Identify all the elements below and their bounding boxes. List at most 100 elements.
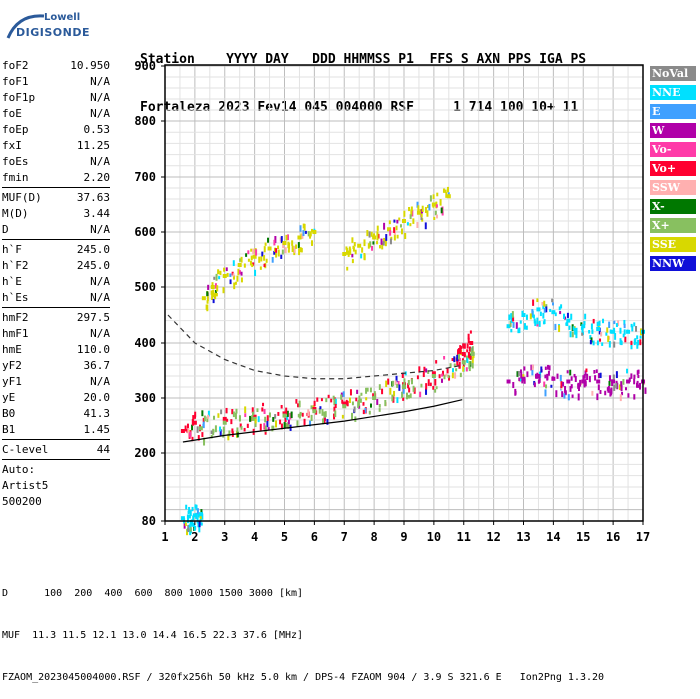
x-tick-label: 3 [221,530,228,544]
echo-point [611,379,616,384]
param-value: 0.53 [83,123,111,136]
echo-speck [458,353,461,360]
echo-speck [358,395,361,403]
echo-speck [214,283,217,289]
echo-speck [346,400,349,407]
echo-speck [549,308,552,312]
echo-speck [544,366,547,370]
echo-speck [364,407,367,414]
echo-speck [468,362,471,369]
echo-speck [445,192,448,198]
echo-speck [206,291,209,297]
echo-speck [340,394,343,400]
echo-speck [384,399,387,407]
param-value: 3.44 [83,207,111,220]
echo-speck [371,245,374,251]
echo-point [357,243,362,248]
param-name: foE [2,107,22,120]
echo-speck [442,370,445,376]
echo-speck [636,335,639,340]
echo-speck [401,391,404,398]
echo-speck [639,335,642,339]
echo-speck [468,346,471,352]
echo-speck [460,346,463,350]
param-divider [2,239,110,240]
y-tick-label: 600 [134,225,156,239]
x-tick-label: 11 [457,530,471,544]
echo-point [566,379,571,384]
legend-item: SSW [650,180,696,195]
echo-speck [324,411,327,417]
echo-speck [309,231,312,237]
echo-speck [307,231,310,237]
echo-speck [219,429,222,437]
echo-speck [444,189,447,193]
echo-speck [412,218,415,224]
echo-speck [459,372,462,378]
echo-speck [533,318,536,324]
echo-point [210,285,215,289]
echo-speck [600,331,603,337]
echo-speck [519,377,522,382]
echo-speck [584,313,587,320]
echo-speck [322,418,325,425]
echo-speck [311,228,314,233]
echo-point [282,413,287,418]
echo-speck [515,322,518,329]
echo-speck [545,306,548,313]
echo-point [431,371,436,376]
echo-speck [618,384,621,391]
echo-speck [531,364,534,371]
echo-speck [402,386,405,394]
echo-speck [214,425,217,433]
echo-speck [349,389,352,396]
echo-speck [637,339,640,346]
echo-speck [420,383,423,388]
echo-speck [263,423,266,430]
echo-speck [219,270,222,275]
echo-speck [597,384,600,391]
echo-speck [391,394,394,402]
echo-speck [211,294,214,300]
station-header: Station YYYY DAY DDD HHMMSS P1 FFS S AXN… [140,20,586,132]
param-name: foF1 [2,75,29,88]
echo-speck [376,237,379,241]
param-name: hmF2 [2,311,29,324]
echo-speck [217,269,220,275]
echo-speck [352,246,355,252]
param-value: 20.0 [83,391,111,404]
param-name: h`F [2,243,22,256]
echo-speck [214,289,217,296]
echo-speck [219,426,222,432]
echo-speck [441,211,444,216]
echo-speck [525,325,528,330]
echo-speck [427,370,430,374]
echo-speck [635,326,638,332]
echo-speck [300,247,303,253]
echo-speck [194,525,197,530]
echo-speck [316,397,319,402]
echo-speck [263,263,266,268]
param-name: yF1 [2,375,22,388]
echo-speck [403,210,406,217]
echo-speck [633,322,636,327]
echo-speck [389,387,392,395]
echo-speck [192,515,195,521]
echo-speck [249,415,252,422]
echo-speck [353,242,356,247]
echo-speck [203,415,206,422]
echo-speck [393,227,396,233]
echo-speck [313,400,316,407]
echo-speck [280,404,283,409]
echo-point [446,194,451,199]
param-value: 36.7 [83,359,111,372]
echo-speck [291,245,294,253]
echo-speck [570,376,573,381]
echo-speck [385,380,388,388]
echo-speck [620,384,623,392]
y-tick-label: 80 [142,514,156,528]
echo-speck [378,384,381,390]
echo-speck [434,389,437,393]
legend-item: Vo- [650,142,696,157]
echo-speck [297,413,300,418]
